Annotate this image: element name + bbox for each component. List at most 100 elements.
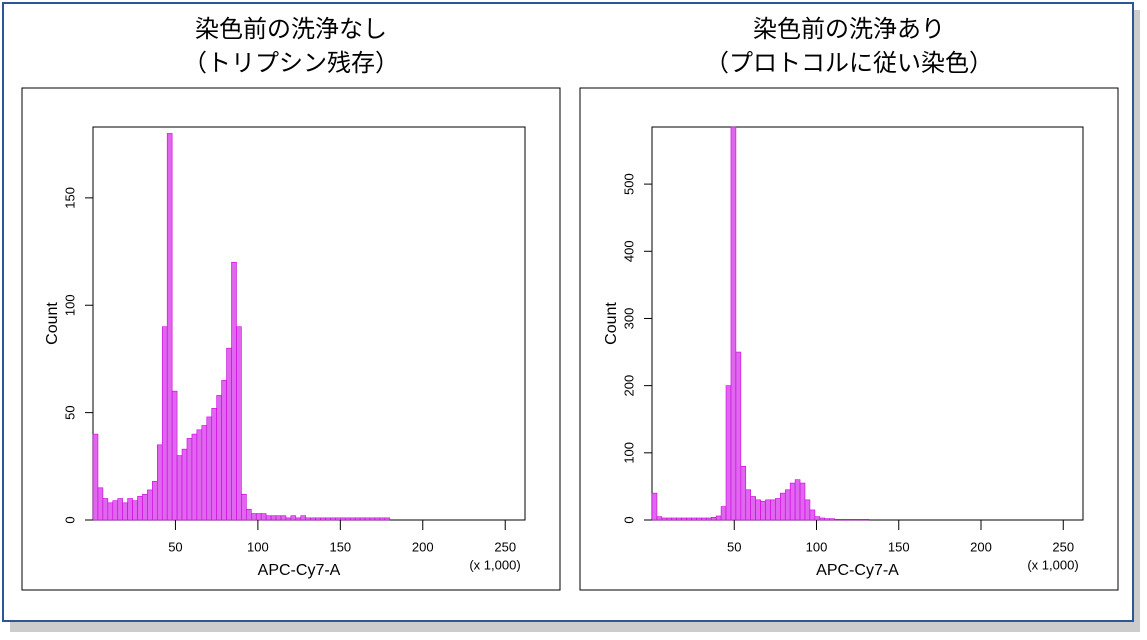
x-tick-label: 50: [727, 539, 741, 554]
x-tick-label: 150: [329, 539, 351, 554]
bar: [335, 517, 341, 521]
bar: [735, 351, 742, 521]
bar: [863, 519, 870, 521]
bar: [211, 408, 217, 521]
y-tick-label: 0: [621, 516, 636, 523]
bar: [315, 517, 321, 521]
bar: [849, 519, 855, 521]
bar: [310, 517, 316, 521]
x-tick-label: 150: [888, 539, 910, 554]
bar: [97, 487, 104, 521]
chart-subtitle: （トリプシン残存）: [183, 49, 399, 77]
bar: [755, 499, 761, 521]
x-tick-label: 200: [412, 539, 434, 554]
bar: [730, 126, 737, 521]
bar: [701, 517, 707, 521]
x-tick-label: 250: [1052, 539, 1074, 554]
bar: [374, 517, 381, 521]
bar: [226, 347, 232, 521]
bar: [265, 515, 272, 521]
bar: [789, 482, 796, 521]
x-tick-label: 100: [247, 539, 269, 554]
bar: [186, 438, 193, 521]
bar: [710, 517, 717, 521]
bar: [221, 380, 227, 521]
bar: [725, 385, 732, 521]
bar: [349, 517, 356, 521]
bar: [354, 517, 361, 521]
bar: [379, 517, 386, 521]
bar: [661, 517, 668, 521]
bar: [858, 519, 865, 521]
x-axis-label: APC-Cy7-A: [816, 562, 899, 579]
bar: [794, 479, 801, 521]
chart-title: 染色前の洗浄あり: [753, 15, 945, 43]
bar: [829, 518, 835, 521]
bar: [320, 517, 326, 521]
bar: [720, 506, 727, 521]
bar: [364, 517, 371, 521]
y-tick-label: 50: [62, 405, 77, 419]
bar: [760, 500, 766, 521]
plot-area: [651, 126, 1084, 521]
bar: [112, 500, 119, 521]
bar: [834, 519, 840, 521]
bar: [137, 496, 143, 521]
bar: [231, 261, 237, 521]
bar: [300, 515, 307, 521]
x-axis-label: APC-Cy7-A: [258, 562, 341, 579]
bar: [305, 517, 311, 521]
bar: [290, 515, 297, 521]
bar: [201, 425, 208, 521]
bar: [236, 326, 242, 521]
bar: [107, 502, 114, 521]
bar: [854, 519, 860, 521]
bar: [740, 465, 747, 521]
bar: [147, 489, 153, 521]
bar: [814, 516, 821, 521]
bar: [666, 517, 673, 521]
bar: [686, 517, 692, 521]
y-tick-label: 300: [621, 308, 636, 330]
bar: [260, 513, 267, 521]
bar: [216, 395, 222, 521]
bar: [745, 489, 752, 521]
bar: [839, 519, 845, 521]
bar: [142, 493, 148, 521]
bar: [285, 517, 292, 521]
x-tick-label: 200: [970, 539, 992, 554]
x-tick-label: 100: [806, 539, 828, 554]
chart-subtitle: （プロトコルに従い染色）: [705, 49, 993, 77]
bar: [651, 492, 658, 521]
bar: [127, 498, 133, 521]
bar: [270, 515, 277, 521]
bar: [171, 390, 178, 521]
bar: [176, 455, 183, 521]
bar: [330, 517, 336, 521]
bar: [196, 429, 203, 521]
bar: [691, 517, 697, 521]
bar: [181, 448, 188, 521]
bar: [166, 133, 173, 521]
x-unit-label: (x 1,000): [469, 557, 520, 572]
bar: [809, 509, 816, 521]
bar: [206, 416, 213, 521]
x-unit-label: (x 1,000): [1027, 557, 1078, 572]
bar: [122, 502, 128, 521]
bar: [255, 513, 262, 521]
bar: [715, 515, 722, 521]
bar: [681, 517, 687, 521]
bar: [696, 517, 702, 521]
bar: [671, 517, 677, 521]
bar: [295, 517, 302, 521]
bar: [102, 498, 109, 521]
bar: [369, 517, 376, 521]
bar: [384, 517, 391, 521]
bar: [359, 517, 366, 521]
bar: [117, 498, 123, 521]
bar: [775, 498, 781, 521]
bar: [656, 516, 663, 521]
bar: [157, 444, 163, 521]
bar: [241, 493, 247, 521]
